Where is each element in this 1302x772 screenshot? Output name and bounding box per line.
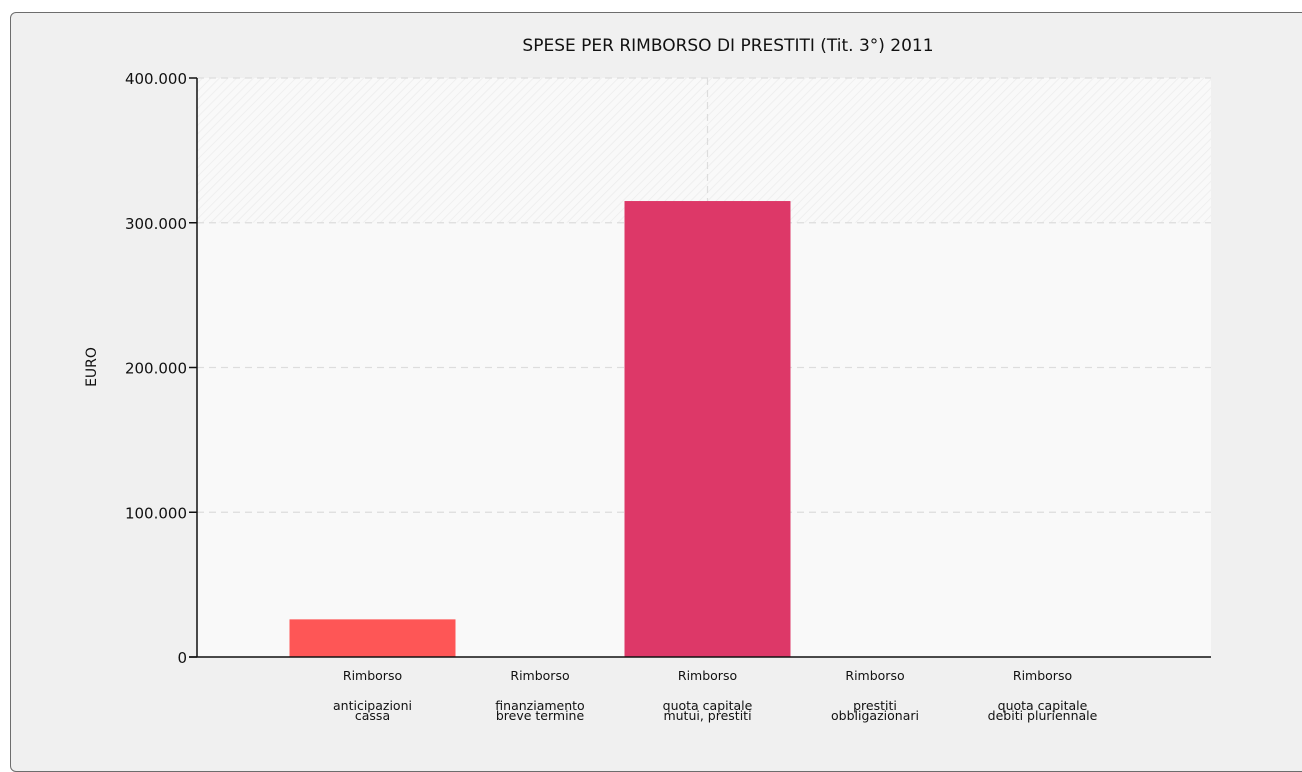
y-ticks: 0 100.000 200.000 300.000 400.000 <box>125 70 197 667</box>
y-tick-label-3: 300.000 <box>125 215 187 233</box>
x-tick-label-1-2: breve termine <box>496 708 585 723</box>
bars <box>289 201 791 657</box>
chart-title: SPESE PER RIMBORSO DI PRESTITI (Tit. 3°)… <box>522 36 933 56</box>
bar-2 <box>624 201 791 657</box>
x-tick-label-2-2: mutui, prestiti <box>663 708 751 723</box>
y-tick-label-2: 200.000 <box>125 360 187 378</box>
x-tick-label-1-1: finanziamento <box>495 698 584 713</box>
x-tick-label-0-1: anticipazioni <box>333 698 412 713</box>
x-tick-label-4-0: Rimborso <box>1013 668 1072 683</box>
x-tick-label-3-2: obbligazionari <box>831 708 919 723</box>
x-tick-label-0-2: cassa <box>355 708 390 723</box>
y-axis-label: EURO <box>84 347 100 387</box>
bar-0 <box>289 619 456 657</box>
x-tick-label-1-0: Rimborso <box>510 668 569 683</box>
y-tick-label-1: 100.000 <box>125 504 187 522</box>
x-tick-label-3-0: Rimborso <box>845 668 904 683</box>
x-tick-label-2-1: quota capitale <box>663 698 753 713</box>
y-tick-label-4: 400.000 <box>125 70 187 88</box>
x-tick-label-3-1: prestiti <box>853 698 897 713</box>
x-tick-label-4-2: debiti pluriennale <box>988 708 1098 723</box>
x-tick-label-0-0: Rimborso <box>343 668 402 683</box>
y-tick-label-0: 0 <box>177 649 187 667</box>
plot-band-upper <box>197 78 1211 223</box>
x-tick-label-4-1: quota capitale <box>998 698 1088 713</box>
x-tick-label-2-0: Rimborso <box>678 668 737 683</box>
